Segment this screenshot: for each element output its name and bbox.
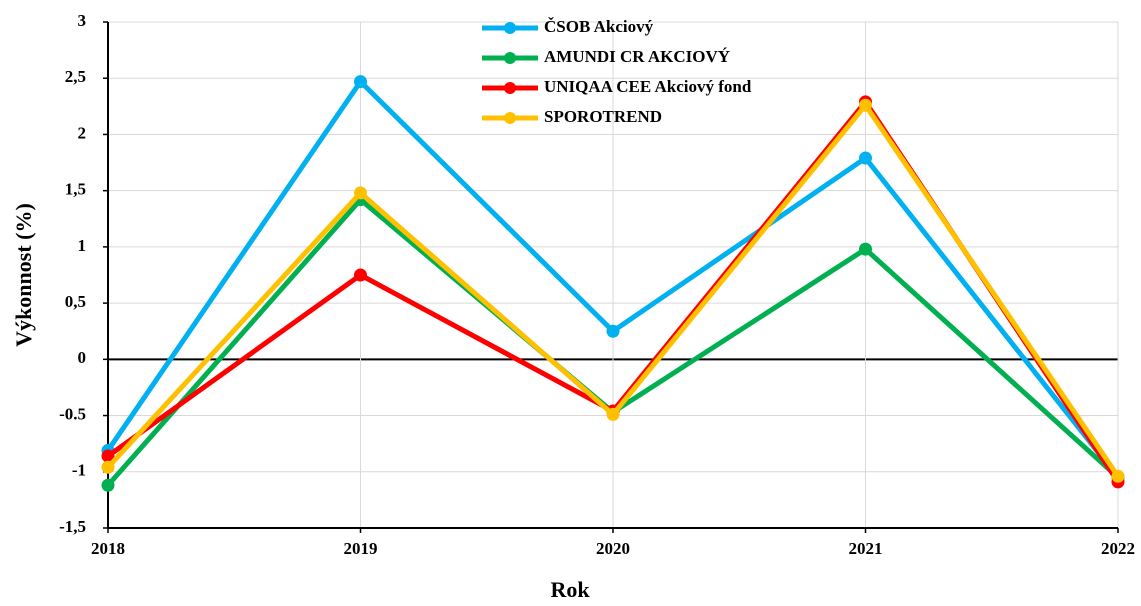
legend-label: SPOROTREND xyxy=(544,107,662,126)
data-point xyxy=(859,242,872,256)
x-tick-label: 2019 xyxy=(344,539,378,558)
legend-marker xyxy=(504,22,516,34)
legend-marker xyxy=(504,82,516,94)
y-tick-label: -1 xyxy=(72,461,86,480)
data-point xyxy=(859,151,872,165)
x-tick-label: 2021 xyxy=(849,539,883,558)
x-axis-label: Rok xyxy=(550,577,590,602)
y-tick-label: 2 xyxy=(78,123,87,142)
data-point xyxy=(101,449,115,463)
data-point xyxy=(354,186,367,200)
legend-marker xyxy=(504,52,516,64)
y-tick-label: 3 xyxy=(78,11,87,30)
legend-marker xyxy=(504,112,516,124)
legend-label: AMUNDI CR AKCIOVÝ xyxy=(544,47,730,66)
x-tick-label: 2020 xyxy=(596,539,630,558)
y-tick-label: 1 xyxy=(78,236,87,255)
x-tick-label: 2022 xyxy=(1101,539,1135,558)
data-point xyxy=(1111,469,1125,483)
data-point xyxy=(859,98,872,112)
data-point xyxy=(101,478,115,492)
y-tick-label: 1,5 xyxy=(65,180,86,199)
y-tick-label: -1,5 xyxy=(59,517,86,536)
y-tick-label: 0,5 xyxy=(65,292,86,311)
y-tick-label: 2,5 xyxy=(65,67,86,86)
y-tick-label: -0.5 xyxy=(59,404,86,423)
data-point xyxy=(101,460,115,474)
data-point xyxy=(606,407,620,421)
x-tick-label: 2018 xyxy=(91,539,125,558)
data-point xyxy=(354,75,367,89)
legend-label: UNIQAA CEE Akciový fond xyxy=(544,77,752,96)
data-point xyxy=(354,268,367,282)
y-axis-label: Výkonnost (%) xyxy=(11,203,36,347)
data-point xyxy=(606,324,620,338)
y-tick-label: 0 xyxy=(78,348,87,367)
legend-label: ČSOB Akciový xyxy=(544,17,654,36)
